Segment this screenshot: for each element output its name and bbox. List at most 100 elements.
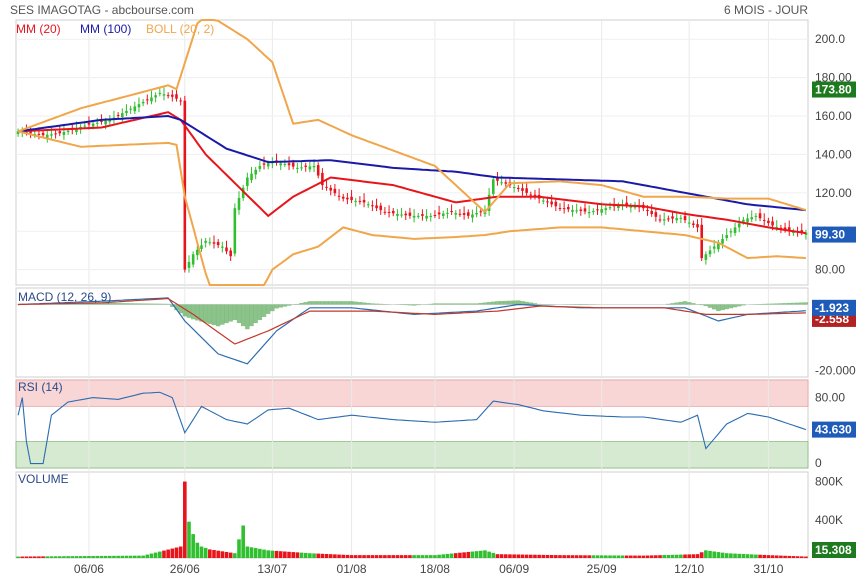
price-candle [316, 165, 320, 176]
volume-bar [199, 546, 204, 558]
volume-value-badge-text: 15.308 [815, 543, 852, 557]
volume-bar [333, 554, 337, 558]
rsi-oversold-zone [15, 441, 809, 469]
price-candle [191, 254, 195, 265]
price-candle [700, 224, 703, 259]
volume-bar [183, 481, 187, 558]
volume-bar [158, 551, 162, 558]
volume-bar [554, 555, 558, 558]
volume-bar [349, 555, 354, 558]
volume-bar [699, 552, 704, 558]
macd-histogram-bar [341, 301, 346, 305]
price-candle [279, 163, 282, 166]
macd-histogram-bar [670, 303, 675, 305]
volume-bar [420, 555, 425, 558]
price-candle [500, 182, 503, 184]
price-candle [337, 195, 341, 197]
volume-bar [633, 555, 637, 558]
volume-bar [599, 555, 604, 558]
volume-bar [324, 553, 329, 558]
volume-bar [770, 555, 775, 558]
volume-bar [107, 555, 112, 558]
volume-bar [616, 555, 621, 558]
macd-histogram-bar [95, 302, 100, 305]
price-candle [521, 188, 524, 191]
volume-bar [708, 550, 712, 558]
price-candle [58, 131, 62, 134]
price-candle [391, 210, 395, 214]
price-tick-label: 140.00 [815, 147, 852, 161]
macd-histogram-bar [299, 302, 304, 305]
volume-bar [549, 555, 554, 558]
x-tick-label: 12/10 [674, 562, 704, 576]
volume-bar [295, 552, 300, 558]
price-candle [458, 213, 462, 215]
price-candle [200, 245, 203, 249]
volume-bar [541, 554, 546, 558]
macd-histogram-bar [153, 303, 158, 305]
volume-bar [283, 551, 287, 558]
macd-histogram-bar [303, 302, 308, 305]
volume-bar [395, 555, 400, 558]
period-label: 6 MOIS - JOUR [724, 3, 808, 17]
volume-bar [28, 556, 33, 558]
volume-bar [212, 550, 216, 558]
volume-bar [716, 552, 721, 558]
volume-bar [766, 555, 771, 558]
macd-histogram-bar [345, 301, 350, 305]
macd-value-badge-text: -1.923 [815, 301, 849, 315]
price-candle [41, 132, 45, 136]
macd-histogram-bar [478, 302, 483, 305]
price-candle [396, 213, 399, 216]
price-candle [62, 132, 66, 136]
volume-bar [316, 553, 321, 558]
price-candle [296, 167, 299, 169]
price-candle [162, 94, 166, 96]
macd-histogram-bar [195, 304, 200, 321]
legend-mm100: MM (100) [80, 22, 131, 36]
macd-histogram-bar [328, 301, 333, 305]
volume-bar [287, 551, 291, 558]
volume-bar [470, 551, 475, 558]
macd-histogram-bar [220, 304, 225, 325]
macd-histogram-bar [486, 302, 492, 305]
price-candle [121, 113, 124, 118]
price-candle [596, 209, 599, 211]
macd-histogram-bar [115, 303, 121, 305]
volume-bar [191, 534, 195, 558]
price-candle [362, 199, 366, 203]
volume-bar [520, 554, 525, 558]
price-candle [517, 187, 520, 189]
macd-histogram-bar [316, 301, 321, 305]
price-candle [592, 211, 595, 213]
macd-histogram-bar [720, 304, 725, 311]
volume-bar [174, 547, 179, 558]
price-candle [625, 202, 628, 206]
macd-histogram-bar [499, 301, 504, 305]
last-close-badge [812, 226, 856, 243]
volume-bar [433, 555, 437, 558]
macd-histogram-bar [524, 301, 529, 305]
volume-bar [558, 555, 562, 558]
price-candle [400, 214, 403, 216]
volume-bar [545, 554, 550, 558]
price-candle [358, 200, 362, 202]
macd-histogram-bar [82, 303, 87, 305]
volume-bar [24, 556, 29, 558]
macd-histogram-bar [436, 303, 442, 305]
volume-tick-label: 400K [815, 513, 843, 527]
price-candle [125, 110, 128, 114]
macd-histogram-bar [516, 300, 521, 305]
macd-histogram-bar [324, 301, 329, 305]
volume-bar [566, 555, 571, 558]
volume-bar [41, 556, 45, 558]
macd-histogram-bar [224, 304, 229, 324]
price-candle [158, 92, 162, 94]
volume-bar [670, 554, 675, 558]
price-candle [783, 227, 787, 230]
price-candle [529, 194, 533, 196]
volume-bar [562, 555, 566, 558]
macd-histogram-bar [249, 304, 254, 327]
macd-histogram-bar [511, 300, 517, 305]
macd-histogram-bar [161, 303, 167, 305]
